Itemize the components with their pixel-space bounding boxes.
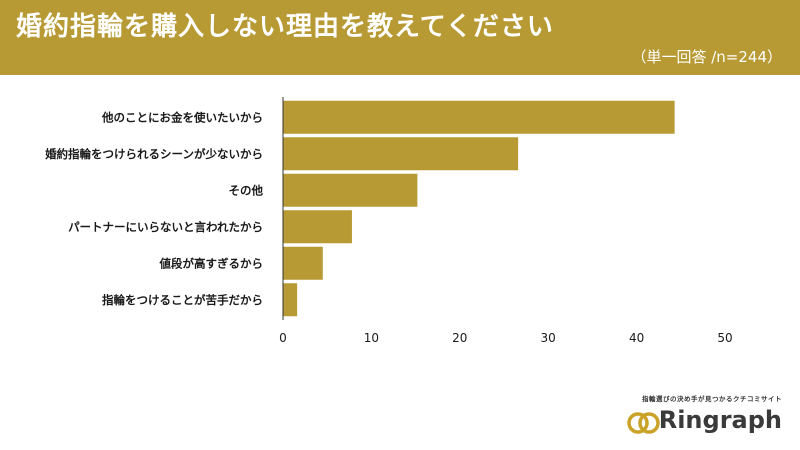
bar-1 bbox=[283, 137, 519, 171]
bar-3 bbox=[283, 210, 352, 244]
x-axis-ticks: 0 10 20 30 40 50 bbox=[279, 331, 732, 345]
category-label-0: 他のことにお金を使いたいから bbox=[101, 110, 263, 124]
category-labels: 他のことにお金を使いたいから婚約指輪をつけられるシーンが少ないからその他パートナ… bbox=[45, 110, 263, 307]
category-label-2: その他 bbox=[229, 183, 264, 197]
chart-title: 婚約指輪を購入しない理由を教えてください bbox=[16, 12, 554, 42]
bars-group bbox=[283, 100, 675, 317]
brand-block: 指輪選びの決め手が見つかるクチコミサイト Ringraph bbox=[612, 393, 782, 441]
x-tick-label-4: 40 bbox=[629, 331, 644, 345]
x-tick-label-2: 20 bbox=[452, 331, 467, 345]
double-ring-icon bbox=[627, 412, 660, 434]
brand-tagline: 指輪選びの決め手が見つかるクチコミサイト bbox=[642, 395, 782, 403]
title-bar: 婚約指輪を購入しない理由を教えてください （単一回答 /n=244） bbox=[0, 0, 800, 75]
category-label-4: 値段が高すぎるから bbox=[159, 256, 264, 270]
bar-4 bbox=[283, 246, 323, 280]
bar-0 bbox=[283, 100, 675, 134]
x-tick-label-1: 10 bbox=[364, 331, 379, 345]
bar-chart: 他のことにお金を使いたいから婚約指輪をつけられるシーンが少ないからその他パートナ… bbox=[45, 97, 733, 345]
brand-name: Ringraph bbox=[658, 406, 782, 434]
chart-subtitle: （単一回答 /n=244） bbox=[631, 48, 782, 66]
category-label-3: パートナーにいらないと言われたから bbox=[68, 220, 263, 234]
x-tick-label-5: 50 bbox=[717, 331, 732, 345]
x-tick-label-0: 0 bbox=[279, 331, 287, 345]
bar-2 bbox=[283, 173, 418, 207]
bar-5 bbox=[283, 283, 298, 317]
brand-logo: Ringraph bbox=[612, 406, 782, 437]
category-label-1: 婚約指輪をつけられるシーンが少ないから bbox=[45, 147, 263, 161]
category-label-5: 指輪をつけることが苦手だから bbox=[102, 293, 263, 307]
x-tick-label-3: 30 bbox=[541, 331, 556, 345]
